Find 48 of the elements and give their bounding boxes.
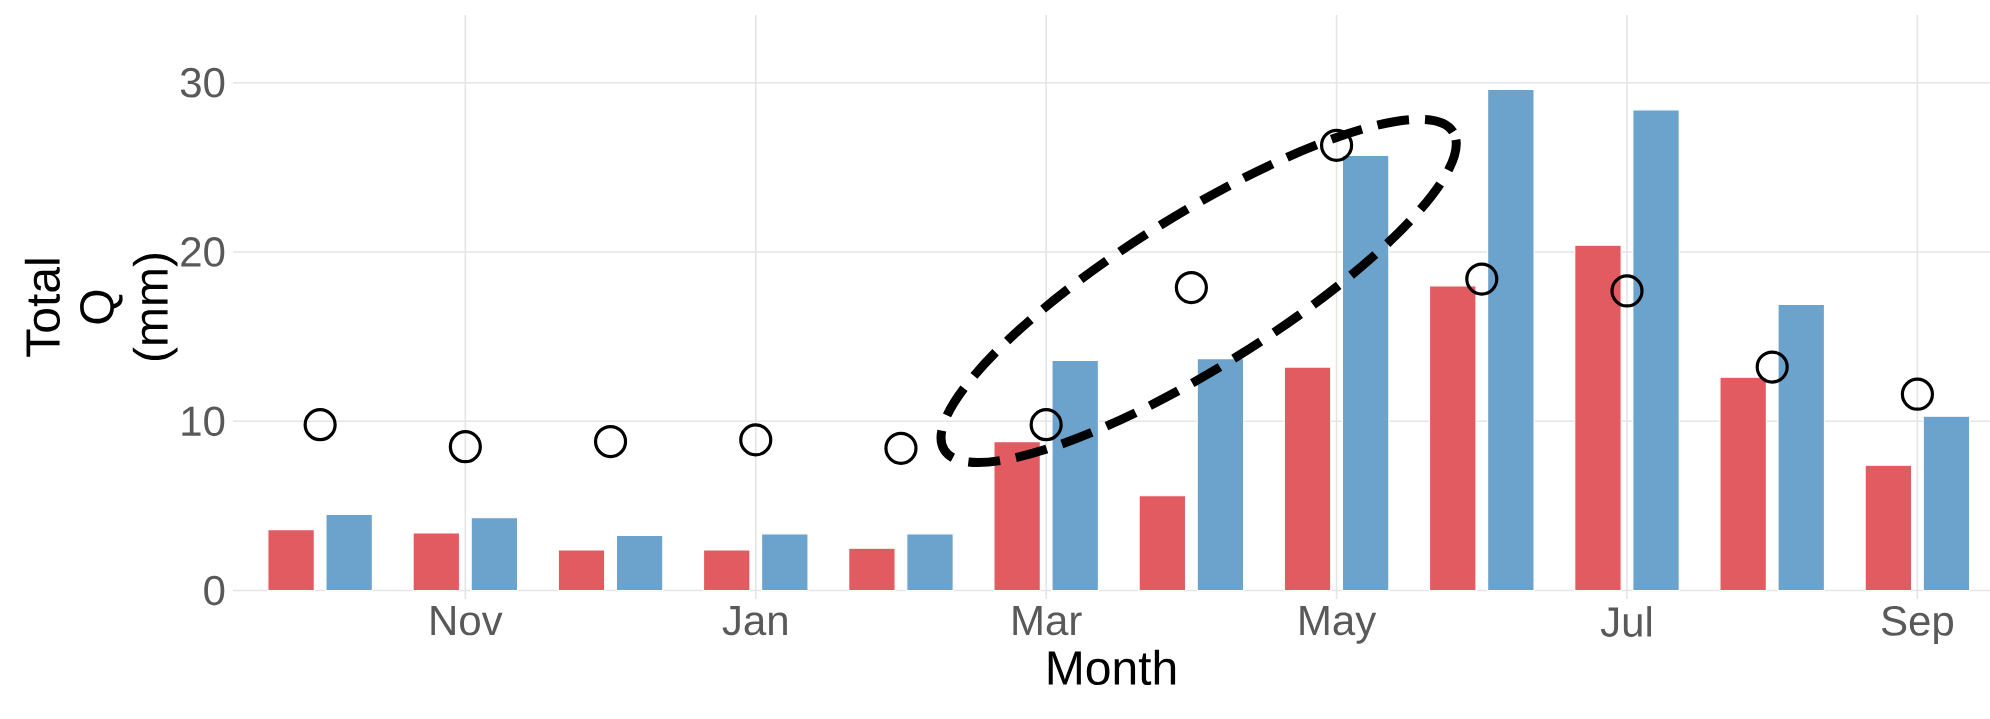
- x-tick-label: Nov: [431, 606, 503, 636]
- bar: [760, 533, 809, 592]
- point: [1465, 262, 1499, 296]
- bar: [615, 534, 664, 592]
- point: [593, 424, 628, 459]
- point: [1755, 350, 1789, 384]
- point: [1900, 377, 1935, 411]
- bar: [557, 549, 606, 592]
- bar: [1719, 376, 1767, 592]
- x-tick-label: Mar: [1013, 606, 1082, 636]
- bar: [1487, 88, 1535, 592]
- point: [884, 431, 918, 465]
- bar: [1138, 495, 1187, 592]
- bar: [906, 533, 954, 592]
- bar: [1922, 415, 1971, 592]
- bar: [1428, 285, 1477, 592]
- x-tick-label: Jul: [1600, 606, 1652, 637]
- bar: [1777, 303, 1826, 592]
- point: [448, 430, 482, 464]
- bar: [325, 513, 374, 592]
- point: [739, 423, 773, 457]
- bar: [1283, 366, 1332, 592]
- bar: [1051, 359, 1100, 592]
- bar: [267, 529, 315, 592]
- x-tick-label: Jan: [722, 606, 787, 636]
- point: [1610, 274, 1644, 308]
- bar: [702, 549, 751, 592]
- x-tick-label: Sep: [1881, 606, 1953, 645]
- point: [1319, 128, 1354, 162]
- y-tick-label: 10: [182, 406, 225, 437]
- y-tick-label: 0: [204, 575, 225, 606]
- bar: [470, 517, 519, 592]
- bar: [993, 440, 1041, 592]
- bar: [1864, 464, 1913, 592]
- bar: [1574, 244, 1622, 592]
- bar: [412, 532, 461, 592]
- bar: [848, 547, 896, 592]
- point: [303, 408, 337, 442]
- point: [1174, 270, 1208, 305]
- y-tick-label: 30: [180, 67, 225, 98]
- point: [1029, 408, 1063, 442]
- x-tick-label: May: [1300, 606, 1377, 644]
- y-axis-title: Total Q (mm): [24, 254, 178, 360]
- bar: [1341, 154, 1390, 592]
- y-tick-label: 20: [181, 237, 225, 267]
- bar: [1632, 109, 1680, 592]
- bar: [1196, 358, 1245, 592]
- x-axis-title: Month: [1048, 649, 1176, 686]
